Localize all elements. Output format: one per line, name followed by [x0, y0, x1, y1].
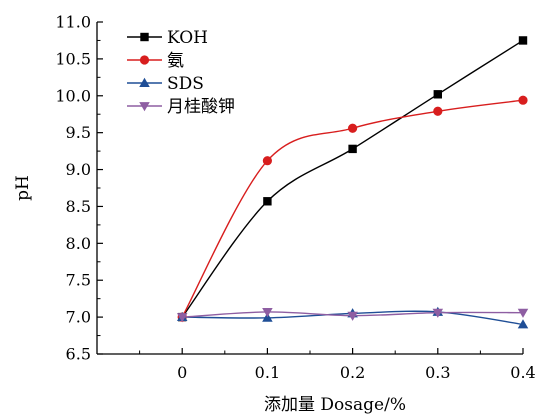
data-point [518, 95, 528, 105]
legend-label: 月桂酸钾 [167, 97, 235, 117]
y-tick-label: 7.5 [66, 271, 91, 290]
y-tick-label: 10.0 [55, 86, 91, 105]
data-point [348, 144, 357, 154]
x-tick-label: 0.2 [340, 363, 365, 382]
data-point [432, 308, 444, 318]
legend-label: 氨 [167, 51, 184, 71]
series-2 [177, 95, 528, 322]
series-layer [176, 36, 529, 329]
y-tick-label: 9.0 [66, 160, 91, 179]
y-axis-title: pH [13, 175, 33, 201]
legend-item: KOH [127, 28, 208, 48]
legend-marker [139, 77, 150, 87]
legend-layer: KOH 氨 SDS 月桂酸钾 [127, 28, 235, 117]
legend-item: SDS [127, 74, 204, 94]
series-line [181, 99, 524, 318]
y-tick-label: 8.0 [66, 234, 91, 253]
legend-label: SDS [167, 74, 204, 94]
data-point [263, 197, 272, 206]
series-4 [176, 308, 529, 323]
legend-label: KOH [167, 28, 208, 48]
y-tick-label: 10.5 [55, 49, 91, 68]
series-line [181, 39, 524, 318]
data-point [176, 313, 188, 323]
y-tick-label: 6.5 [66, 345, 91, 364]
data-point [348, 123, 358, 133]
data-point [262, 308, 273, 318]
y-tick-label: 9.5 [66, 123, 91, 142]
x-tick-label: 0 [177, 363, 187, 382]
data-point [517, 319, 529, 329]
series-1 [178, 36, 528, 322]
data-point [433, 90, 442, 99]
y-tick-label: 11.0 [55, 13, 91, 32]
legend-item: 月桂酸钾 [127, 97, 235, 117]
axes-layer: 6.5 7.0 7.5 8.0 8.5 9.0 9.5 10.0 10.5 11.0 0 0.1 0.2… [55, 13, 535, 383]
legend-marker [139, 102, 150, 112]
legend-item: 氨 [127, 51, 184, 71]
x-axis-title: 添加量 Dosage/% [264, 395, 406, 415]
data-point [262, 156, 272, 166]
legend-marker [139, 55, 150, 65]
data-point [347, 311, 358, 321]
data-point [517, 308, 529, 318]
x-tick-label: 0.1 [255, 363, 280, 382]
x-tick-label: 0.3 [425, 363, 450, 382]
data-point [433, 106, 443, 116]
data-point [518, 36, 528, 45]
y-tick-label: 7.0 [66, 308, 91, 327]
legend-marker [140, 32, 149, 42]
y-tick-label: 8.5 [66, 197, 91, 216]
x-tick-label: 0.4 [510, 363, 535, 382]
